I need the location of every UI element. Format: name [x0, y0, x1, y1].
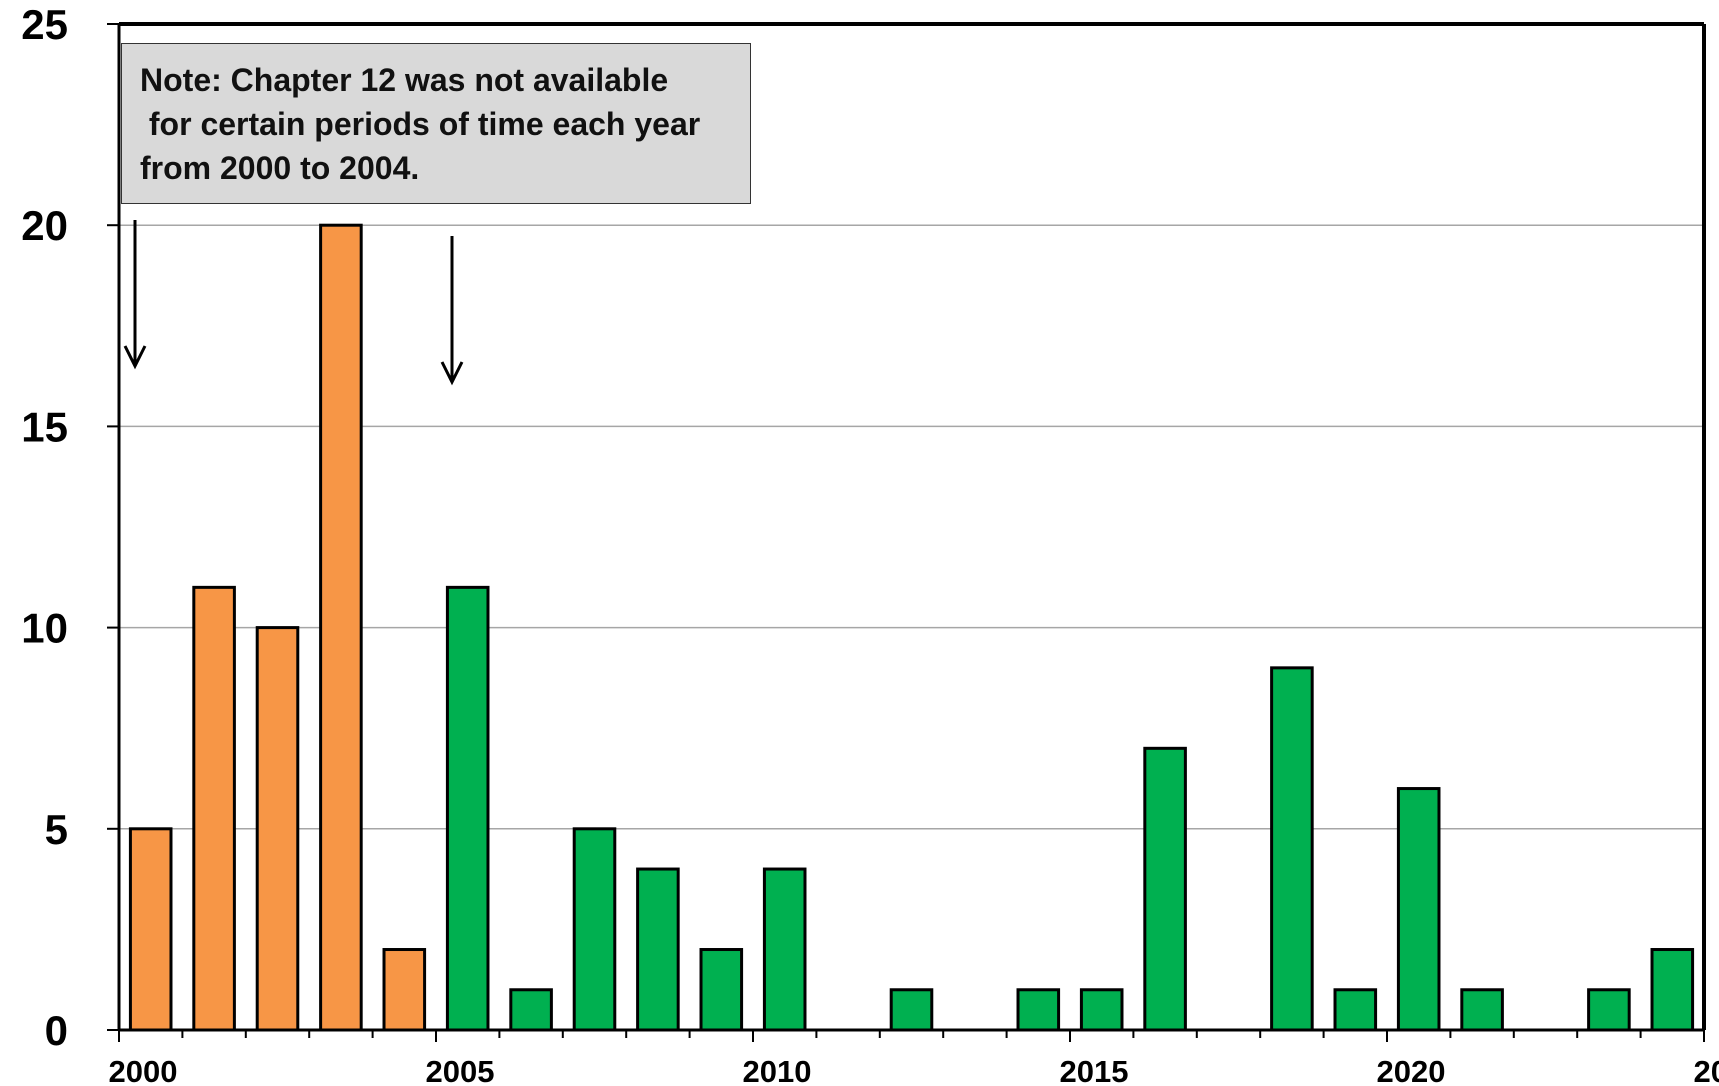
y-tick-labels: 0 5 10 15 20 25	[21, 1, 68, 1054]
x-tick-label-2010: 2010	[743, 1054, 812, 1086]
x-tick-label-2005: 2005	[426, 1054, 495, 1086]
bar-2015	[1079, 988, 1124, 1032]
note-box: Note: Chapter 12 was not available for c…	[121, 43, 751, 204]
bar-2006	[509, 988, 553, 1032]
y-tick-label-15: 15	[21, 403, 68, 450]
bar-2020	[1396, 787, 1441, 1032]
bar-2018	[1270, 666, 1314, 1032]
arrow-head-2005	[440, 361, 464, 386]
bar-2016	[1143, 746, 1187, 1032]
bar-2002	[255, 626, 300, 1032]
note-line-3: from 2000 to 2004.	[140, 150, 420, 186]
axes	[107, 22, 1706, 1042]
y-tick-label-0: 0	[45, 1007, 68, 1054]
bar-2008	[636, 867, 680, 1032]
x-tick-label-2000: 2000	[109, 1054, 178, 1086]
y-tick-label-20: 20	[21, 202, 68, 249]
bars	[128, 223, 1695, 1032]
bar-2004	[382, 948, 427, 1032]
bar-2000	[128, 827, 173, 1032]
bar-2001	[192, 585, 236, 1032]
x-tick-label-2020: 2020	[1377, 1054, 1446, 1086]
bar-2005	[445, 585, 490, 1032]
y-tick-label-5: 5	[45, 806, 68, 853]
bar-2019	[1333, 988, 1378, 1032]
note-line-1: Note: Chapter 12 was not available	[140, 62, 669, 98]
annotation-arrows	[123, 220, 464, 386]
bar-2023	[1587, 988, 1631, 1032]
x-tick-label-2015: 2015	[1060, 1054, 1129, 1086]
bar-2024	[1650, 948, 1695, 1032]
bar-2012	[889, 988, 934, 1032]
arrow-head-2000	[123, 345, 147, 370]
y-tick-label-25: 25	[21, 1, 68, 48]
note-line-2: for certain periods of time each year	[140, 106, 701, 142]
bar-2010	[762, 867, 807, 1032]
bar-2007	[572, 827, 617, 1032]
bar-2009	[699, 948, 744, 1032]
y-tick-label-10: 10	[21, 605, 68, 652]
bar-2014	[1016, 988, 1061, 1032]
bar-2003	[319, 223, 363, 1032]
bar-2021	[1460, 988, 1504, 1032]
